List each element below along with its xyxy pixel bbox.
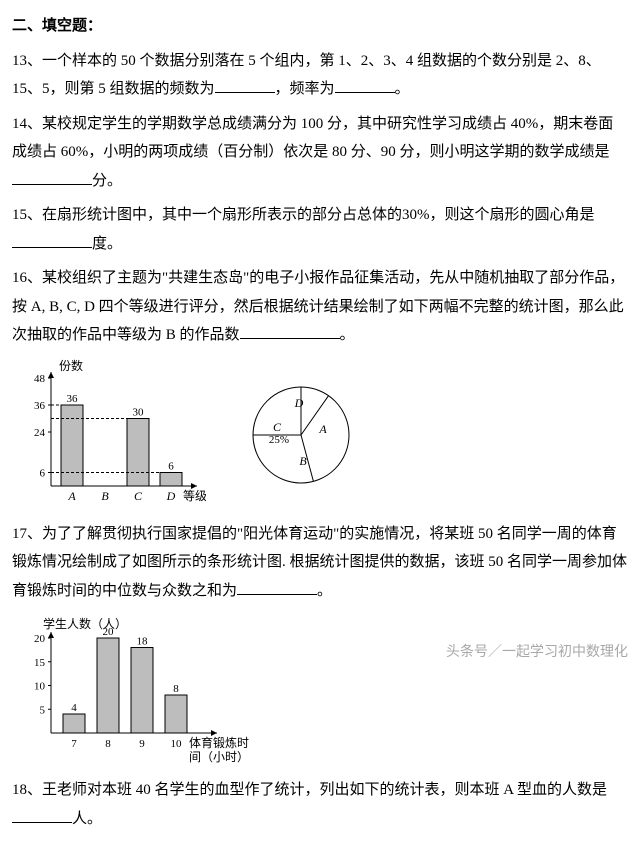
- question-15: 15、在扇形统计图中，其中一个扇形所表示的部分占总体的30%，则这个扇形的圆心角…: [12, 201, 628, 258]
- q14-text-a: 14、某校规定学生的学期数学总成绩满分为 100 分，其中研究性学习成绩占 40…: [12, 116, 613, 161]
- q16-text-b: 。: [340, 327, 355, 343]
- q14-text-b: 分。: [92, 173, 122, 189]
- svg-text:C: C: [134, 489, 143, 503]
- svg-text:30: 30: [133, 406, 145, 418]
- svg-text:D: D: [166, 489, 176, 503]
- svg-text:8: 8: [105, 738, 111, 750]
- bar-chart-2: 5101520学生人数（人）体育锻炼时间（小时）47208189810: [16, 611, 256, 766]
- question-14: 14、某校规定学生的学期数学总成绩满分为 100 分，其中研究性学习成绩占 40…: [12, 110, 628, 196]
- question-18: 18、王老师对本班 40 名学生的血型作了统计，列出如下的统计表，则本班 A 型…: [12, 776, 628, 833]
- svg-text:8: 8: [173, 683, 179, 695]
- svg-text:A: A: [67, 489, 76, 503]
- blank-14: [12, 167, 92, 185]
- svg-text:36: 36: [34, 400, 46, 412]
- svg-text:25%: 25%: [269, 434, 289, 446]
- blank-13b: [335, 76, 395, 94]
- svg-text:体育锻炼时: 体育锻炼时: [189, 735, 249, 750]
- svg-text:9: 9: [139, 738, 145, 750]
- q15-text-a: 15、在扇形统计图中，其中一个扇形所表示的部分占总体的30%，则这个扇形的圆心角…: [12, 207, 595, 223]
- svg-text:D: D: [294, 396, 304, 410]
- svg-text:等级: 等级: [183, 489, 206, 503]
- q17-text-b: 。: [317, 583, 332, 599]
- svg-text:6: 6: [40, 467, 46, 479]
- figure-row-16: 6243648份数等级36AB30C6D ABC25%D: [16, 358, 628, 508]
- blank-17: [237, 577, 317, 595]
- q13-text-c: 。: [395, 81, 410, 97]
- svg-text:7: 7: [71, 738, 77, 750]
- svg-text:B: B: [101, 489, 109, 503]
- svg-text:18: 18: [137, 636, 149, 648]
- svg-text:B: B: [299, 454, 307, 468]
- svg-text:48: 48: [34, 373, 46, 385]
- svg-text:间（小时）: 间（小时）: [189, 750, 249, 764]
- svg-text:A: A: [318, 422, 327, 436]
- svg-text:20: 20: [34, 633, 46, 645]
- q18-text-a: 18、王老师对本班 40 名学生的血型作了统计，列出如下的统计表，则本班 A 型…: [12, 782, 607, 798]
- svg-text:C: C: [273, 420, 282, 434]
- question-16: 16、某校组织了主题为"共建生态岛"的电子小报作品征集活动，先从中随机抽取了部分…: [12, 264, 628, 350]
- svg-text:5: 5: [40, 704, 46, 716]
- question-13: 13、一个样本的 50 个数据分别落在 5 个组内，第 1、2、3、4 组数据的…: [12, 47, 628, 104]
- svg-text:学生人数（人）: 学生人数（人）: [43, 616, 127, 631]
- q13-text-b: ，频率为: [275, 81, 335, 97]
- blank-18: [12, 805, 72, 823]
- question-17: 17、为了了解贯彻执行国家提倡的"阳光体育运动"的实施情况，将某班 50 名同学…: [12, 520, 628, 606]
- svg-text:24: 24: [34, 427, 46, 439]
- svg-text:4: 4: [71, 702, 77, 714]
- q18-text-b: 人。: [72, 811, 102, 827]
- svg-text:20: 20: [103, 626, 115, 638]
- blank-13a: [215, 76, 275, 94]
- svg-text:36: 36: [67, 393, 79, 405]
- svg-text:10: 10: [34, 681, 46, 693]
- bar-chart-1: 6 24 36 48 份数等级 36 A B 30 C 6 D: [16, 358, 206, 508]
- q15-text-b: 度。: [92, 236, 122, 252]
- svg-text:10: 10: [171, 738, 183, 750]
- svg-text:6: 6: [168, 460, 174, 472]
- svg-text:15: 15: [34, 657, 46, 669]
- watermark: 头条号／一起学习初中数理化: [446, 638, 628, 665]
- section-title: 二、填空题：: [12, 12, 628, 41]
- svg-text:份数: 份数: [59, 358, 83, 373]
- blank-15: [12, 230, 92, 248]
- blank-16: [240, 322, 340, 340]
- pie-chart-1: A B C25% D: [236, 373, 366, 493]
